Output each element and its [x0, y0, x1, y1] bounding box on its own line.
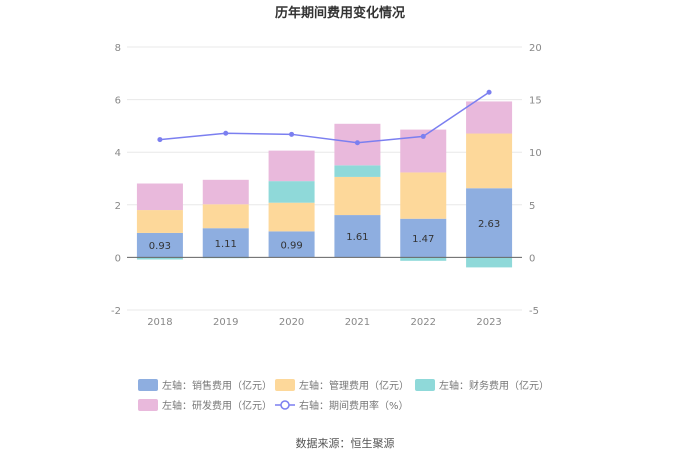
legend: 左轴：销售费用（亿元） 左轴：管理费用（亿元） 左轴：财务费用（亿元） 左轴：研发费用… [138, 379, 549, 412]
bar-segment [400, 218, 447, 258]
right-tick-label: -5 [529, 306, 539, 317]
bar-segment [466, 188, 513, 258]
chart-title: 历年期间费用变化情况 [275, 5, 405, 21]
right-axis: -5 0 5 10 15 20 [529, 43, 542, 317]
x-tick-label: 2022 [411, 317, 436, 328]
legend-swatch [415, 379, 435, 391]
right-tick-label: 10 [529, 148, 542, 159]
bar-segment [136, 257, 183, 260]
rate-point [420, 133, 426, 139]
right-tick-label: 15 [529, 96, 542, 107]
source-note: 数据来源：恒生聚源 [296, 436, 395, 450]
bars [136, 101, 513, 268]
rate-line [159, 91, 490, 144]
bar-segment [466, 257, 513, 268]
legend-swatch [138, 379, 158, 391]
bar-segment [400, 257, 447, 261]
x-tick-label: 2023 [476, 317, 501, 328]
legend-label: 左轴：管理费用（亿元） [299, 379, 409, 392]
legend-swatch [275, 379, 295, 391]
rate-point [486, 89, 492, 95]
gridlines [127, 46, 522, 311]
bar-segment [400, 172, 447, 219]
x-tick-label: 2018 [147, 317, 172, 328]
bar-segment [202, 228, 249, 258]
rate-point [223, 130, 229, 136]
bar-segment [202, 179, 249, 205]
bar-segment [268, 150, 315, 182]
x-tick-label: 2019 [213, 317, 238, 328]
bar-segment [466, 101, 513, 134]
bar-value-label: 1.11 [215, 239, 237, 250]
right-tick-label: 5 [529, 201, 535, 212]
legend-label: 右轴：期间费用率（%） [299, 399, 409, 412]
line-series [157, 89, 492, 146]
left-tick-label: 8 [115, 43, 121, 54]
bar-value-label: 0.99 [280, 240, 302, 251]
bar-segment [268, 231, 315, 258]
bar-segment [136, 183, 183, 211]
bar-segment [466, 133, 513, 189]
rate-point [289, 131, 295, 137]
rate-point [354, 140, 360, 146]
bar-value-label: 1.47 [412, 234, 434, 245]
legend-label: 左轴：财务费用（亿元） [439, 379, 549, 392]
bar-value-label: 1.61 [346, 232, 368, 243]
legend-circle-marker [280, 400, 290, 410]
bar-segment [202, 204, 249, 229]
bar-segment [136, 210, 183, 233]
left-tick-label: 6 [115, 96, 121, 107]
bar-value-label: 0.93 [149, 241, 171, 252]
left-tick-label: 0 [115, 253, 121, 264]
x-tick-label: 2020 [279, 317, 304, 328]
right-tick-label: 20 [529, 43, 542, 54]
rate-point [157, 137, 163, 143]
bar-segment [334, 215, 381, 258]
bar-segment [136, 232, 183, 258]
left-tick-label: -2 [111, 306, 121, 317]
bar-value-label: 2.63 [478, 219, 500, 230]
bar-segment [334, 176, 381, 216]
bar-segment [334, 165, 381, 177]
legend-swatch [138, 399, 158, 411]
bar-segment [268, 202, 315, 232]
right-tick-label: 0 [529, 253, 535, 264]
bar-labels: 0.93 1.11 0.99 1.61 1.47 2.63 [149, 219, 500, 252]
x-tick-label: 2021 [345, 317, 370, 328]
left-tick-label: 2 [115, 201, 121, 212]
bar-segment [268, 181, 315, 203]
left-axis: -2 0 2 4 6 8 [111, 43, 121, 317]
legend-label: 左轴：研发费用（亿元） [162, 399, 272, 412]
legend-label: 左轴：销售费用（亿元） [162, 379, 272, 392]
x-axis: 2018 2019 2020 2021 2022 2023 [127, 256, 522, 328]
left-tick-label: 4 [115, 148, 121, 159]
